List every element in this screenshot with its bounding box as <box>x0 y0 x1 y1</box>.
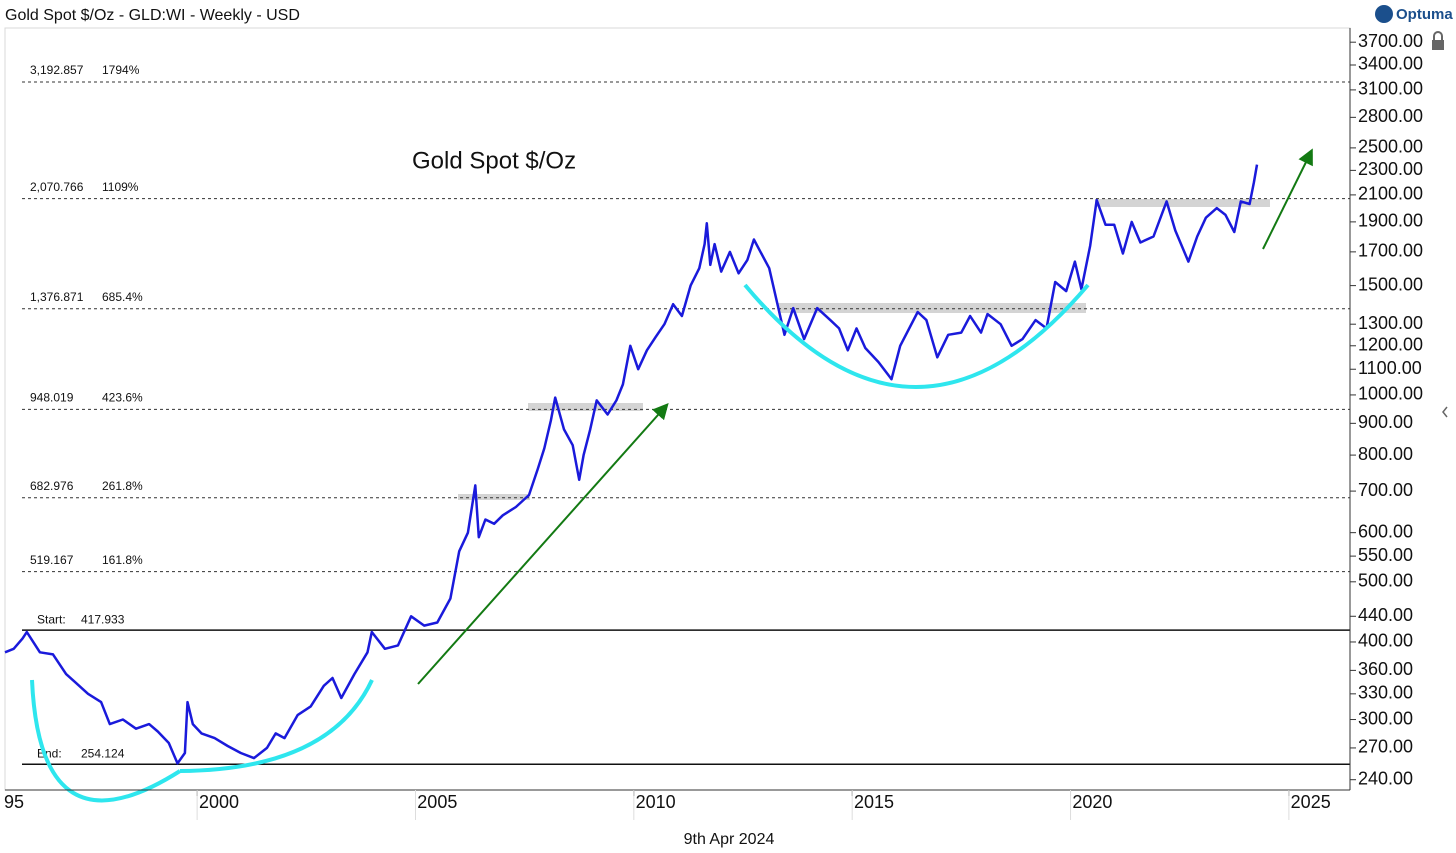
lock-icon <box>1433 31 1443 40</box>
y-tick-label: 1500.00 <box>1358 274 1423 294</box>
y-tick-label: 440.00 <box>1358 605 1413 625</box>
y-tick-label: 1000.00 <box>1358 384 1423 404</box>
fib-value-label: 948.019 <box>30 390 74 404</box>
y-tick-label: 270.00 <box>1358 737 1413 757</box>
date-label: 9th Apr 2024 <box>684 831 775 848</box>
y-tick-label: 500.00 <box>1358 571 1413 591</box>
fib-percent-label: 161.8% <box>102 553 143 567</box>
y-tick-label: 900.00 <box>1358 412 1413 432</box>
y-tick-label: 3100.00 <box>1358 79 1423 99</box>
x-tick-label: 2005 <box>417 792 457 812</box>
collapse-toggle[interactable] <box>1442 406 1448 418</box>
range-value: 417.933 <box>81 612 125 626</box>
y-tick-label: 240.00 <box>1358 768 1413 788</box>
y-tick-label: 550.00 <box>1358 545 1413 565</box>
x-tick-label: 2020 <box>1072 792 1112 812</box>
trend-arrow <box>417 403 669 685</box>
y-tick-label: 1300.00 <box>1358 313 1423 333</box>
annotation: Gold Spot $/Oz <box>412 147 576 174</box>
x-tick-label: 95 <box>4 792 24 812</box>
x-tick-label: 2025 <box>1291 792 1331 812</box>
fib-percent-label: 1794% <box>102 63 140 77</box>
series-group <box>4 164 1259 765</box>
fib-percent-label: 423.6% <box>102 390 143 404</box>
fib-value-label: 2,070.766 <box>30 180 84 194</box>
lock-icon <box>1432 40 1444 50</box>
y-tick-label: 700.00 <box>1358 480 1413 500</box>
range-value: 254.124 <box>81 746 125 760</box>
x-tick-label: 2015 <box>854 792 894 812</box>
y-tick-label: 360.00 <box>1358 659 1413 679</box>
fib-percent-label: 261.8% <box>102 479 143 493</box>
x-tick-label: 2010 <box>636 792 676 812</box>
fib-value-label: 3,192.857 <box>30 63 84 77</box>
y-tick-label: 2300.00 <box>1358 159 1423 179</box>
y-tick-label: 1700.00 <box>1358 241 1423 261</box>
y-tick-label: 300.00 <box>1358 708 1413 728</box>
levels: 3,192.857 1794% 2,070.766 1109% 1,376.871 685… <box>22 63 1350 766</box>
y-tick-label: 2100.00 <box>1358 184 1423 204</box>
y-tick-label: 2800.00 <box>1358 106 1423 126</box>
zone <box>778 303 1086 313</box>
trend-arrow <box>1262 148 1313 250</box>
y-tick-label: 2500.00 <box>1358 137 1423 157</box>
logo: Optuma <box>1396 6 1453 23</box>
y-tick-label: 1100.00 <box>1358 358 1422 378</box>
base-arc <box>30 679 374 803</box>
price-line <box>4 164 1259 765</box>
base-arc <box>743 283 1090 389</box>
y-tick-label: 3400.00 <box>1358 54 1423 74</box>
y-tick-label: 1900.00 <box>1358 211 1423 231</box>
fib-percent-label: 1109% <box>102 180 139 194</box>
y-tick-label: 3700.00 <box>1358 31 1423 51</box>
y-tick-label: 600.00 <box>1358 521 1413 541</box>
y-tick-label: 330.00 <box>1358 683 1413 703</box>
range-name: Start: <box>37 612 66 626</box>
zone <box>458 494 530 500</box>
y-tick-label: 1200.00 <box>1358 335 1423 355</box>
x-tick-label: 2000 <box>199 792 239 812</box>
zone <box>1095 199 1270 207</box>
y-tick-label: 800.00 <box>1358 444 1413 464</box>
fib-percent-label: 685.4% <box>102 290 143 304</box>
fib-value-label: 1,376.871 <box>30 290 84 304</box>
zone <box>528 403 643 411</box>
y-tick-label: 400.00 <box>1358 631 1413 651</box>
logo-icon <box>1375 5 1393 23</box>
fib-value-label: 682.976 <box>30 479 74 493</box>
chart-title: Gold Spot $/Oz - GLD:WI - Weekly - USD <box>5 7 300 24</box>
fib-value-label: 519.167 <box>30 553 74 567</box>
